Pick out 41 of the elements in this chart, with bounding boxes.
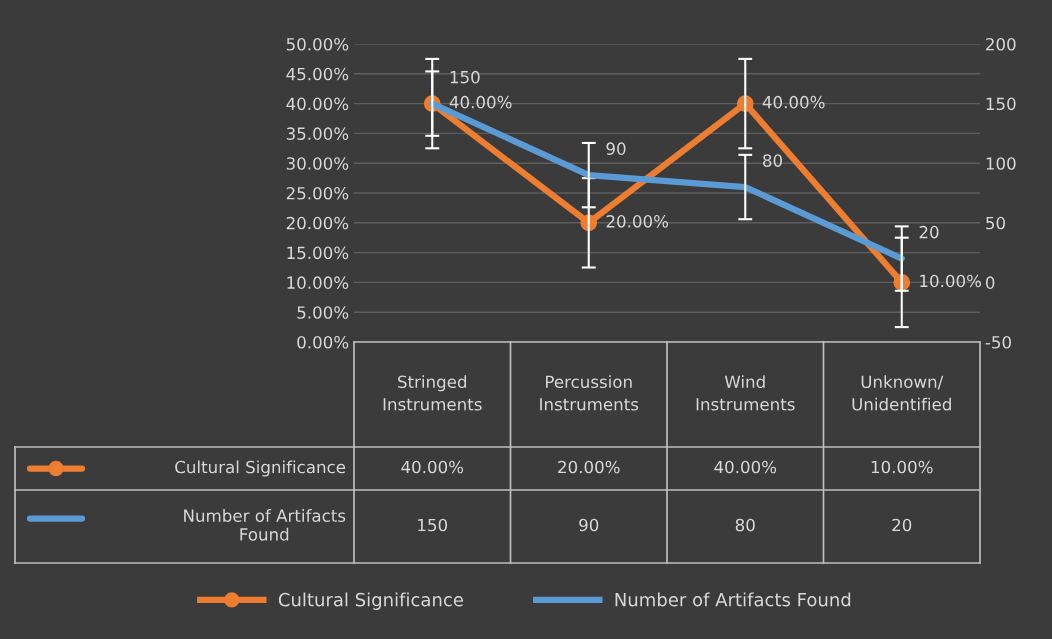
y2-tick-label: 200 (986, 37, 1016, 51)
y2-tick-label: -50 (985, 335, 1011, 349)
x-tick-label: Percussion Instruments (540, 375, 639, 411)
text: 90 (606, 142, 626, 155)
text: 150 (450, 70, 480, 84)
x-tick-label: Wind Instruments (696, 375, 795, 411)
data-label: 80 (735, 518, 755, 532)
data-label: 20.00% (558, 460, 620, 474)
data-label: 150 (418, 518, 448, 532)
y2-tick-label: 0 (985, 276, 995, 289)
y-tick-label: 10.00% (287, 276, 349, 289)
text: 40.00% (449, 95, 512, 109)
text: 20 (919, 225, 939, 239)
y-tick-label: 0.00% (297, 335, 349, 349)
text: 20.00% (606, 215, 669, 228)
y-tick-label: 45.00% (286, 67, 349, 81)
y-tick-label: 50.00% (286, 37, 349, 51)
y2-tick-label: 100 (986, 157, 1016, 170)
y-tick-label: 5.00% (297, 306, 349, 319)
y-tick-label: 40.00% (286, 97, 349, 111)
y-tick-label: 30.00% (286, 157, 349, 170)
x-tick-label: Unknown/Unidentified (852, 375, 951, 411)
y-tick-label: 35.00% (286, 127, 349, 140)
data-label: 20 (892, 518, 912, 532)
legend-label: Number of Artifacts Found (615, 592, 851, 607)
y-tick-label: 20.00% (286, 216, 349, 230)
y2-tick-label: 50 (986, 216, 1005, 230)
y-tick-label: 25.00% (286, 186, 349, 200)
data-label: 10.00% (871, 460, 933, 474)
y-tick-label: 15.00% (287, 246, 349, 260)
legend-label: Cultural Significance (278, 592, 463, 610)
data-label: 90 (579, 518, 599, 532)
text: 80 (763, 154, 783, 167)
data-label: 40.00% (714, 460, 777, 474)
text: Cultural Significance (175, 460, 346, 477)
text: Number of Artifacts Found (184, 509, 346, 541)
y2-tick-label: 150 (986, 97, 1016, 111)
text: 10.00% (920, 274, 982, 288)
data-label: 40.00% (401, 460, 464, 474)
x-tick-label: Stringed Instruments (383, 375, 482, 411)
text: 40.00% (762, 95, 825, 109)
